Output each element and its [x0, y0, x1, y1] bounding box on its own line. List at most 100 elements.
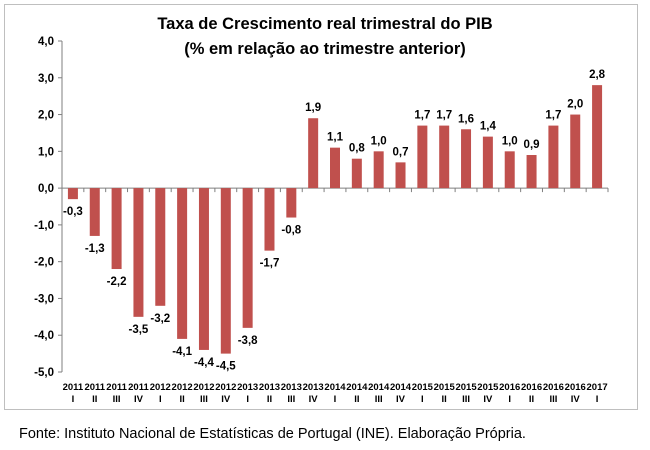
- bar: [220, 188, 231, 354]
- x-tick-label-quarter: IV: [483, 394, 493, 405]
- y-tick-label: 3,0: [38, 73, 54, 85]
- x-tick-label-year: 2011: [63, 382, 84, 393]
- x-tick-label-quarter: III: [200, 394, 208, 405]
- bar: [592, 85, 603, 189]
- bar: [89, 188, 100, 236]
- data-label: 1,7: [436, 110, 452, 122]
- x-tick-label-year: 2016: [565, 382, 586, 393]
- bar: [504, 151, 515, 189]
- bar: [308, 118, 319, 189]
- x-tick-label-quarter: I: [246, 394, 249, 405]
- x-tick-label-year: 2014: [390, 382, 412, 393]
- x-tick-label-year: 2015: [434, 382, 456, 393]
- x-tick-label-year: 2011: [128, 382, 149, 393]
- x-tick-label-quarter: IV: [571, 394, 581, 405]
- data-label: 0,9: [524, 139, 540, 151]
- x-tick-label-quarter: I: [72, 394, 75, 405]
- data-label: 1,1: [327, 132, 344, 144]
- data-label: 1,4: [480, 121, 497, 133]
- y-tick-label: -1,0: [34, 220, 54, 232]
- bar: [461, 129, 472, 189]
- x-tick-label-year: 2013: [281, 382, 302, 393]
- data-label: -3,5: [129, 324, 149, 336]
- y-tick-label: 0,0: [38, 183, 54, 195]
- x-tick-label-year: 2016: [521, 382, 542, 393]
- bar: [570, 114, 581, 189]
- x-tick-label-quarter: IV: [396, 394, 406, 405]
- x-tick-label-year: 2015: [455, 382, 477, 393]
- x-tick-label-quarter: III: [287, 394, 295, 405]
- data-label: 1,0: [502, 135, 518, 147]
- bar-chart: 4,0 3,0 2,0 1,0 0,0 -1,0 -2,0 -3,0 -4,0 -5,0 -0,3 2…: [34, 36, 609, 405]
- x-tick-label-quarter: IV: [309, 394, 319, 405]
- y-tick-label: 2,0: [38, 110, 54, 122]
- x-tick-label-quarter: III: [462, 394, 470, 405]
- source-note: Fonte: Instituto Nacional de Estatística…: [19, 426, 526, 442]
- x-tick-label-quarter: II: [529, 394, 534, 405]
- x-tick-label-year: 2012: [150, 382, 171, 393]
- bar: [351, 158, 362, 189]
- x-tick-label-year: 2012: [215, 382, 236, 393]
- x-tick-label-quarter: III: [375, 394, 383, 405]
- bar: [482, 136, 493, 189]
- x-tick-label-year: 2014: [368, 382, 390, 393]
- x-tick-label-year: 2014: [324, 382, 346, 393]
- bar: [155, 188, 166, 306]
- x-tick-label-year: 2013: [237, 382, 258, 393]
- x-tick-label-quarter: II: [92, 394, 97, 405]
- data-label: 2,0: [567, 99, 583, 111]
- x-tick-label-year: 2015: [412, 382, 434, 393]
- chart-subtitle: (% em relação ao trimestre anterior): [184, 40, 466, 58]
- bar: [526, 155, 537, 189]
- bar: [548, 125, 559, 189]
- y-tick-label: -4,0: [34, 330, 54, 342]
- bar: [286, 188, 297, 218]
- data-label: -0,8: [281, 225, 301, 237]
- x-tick-label-year: 2016: [543, 382, 564, 393]
- x-tick-label-quarter: III: [549, 394, 557, 405]
- x-tick-label-quarter: I: [596, 394, 599, 405]
- x-tick-label-quarter: I: [421, 394, 424, 405]
- data-label: -4,1: [172, 346, 192, 358]
- x-tick-label-quarter: I: [508, 394, 511, 405]
- bar: [133, 188, 144, 317]
- data-label: -0,3: [63, 206, 83, 218]
- data-label: -1,7: [260, 258, 280, 270]
- x-tick-label-year: 2015: [477, 382, 499, 393]
- y-tick-label: -5,0: [34, 367, 54, 379]
- x-tick-label-quarter: III: [113, 394, 121, 405]
- bar: [111, 188, 122, 270]
- data-label: -4,5: [216, 361, 236, 373]
- data-label: -3,8: [238, 335, 258, 347]
- data-label: -1,3: [85, 243, 105, 255]
- x-tick-label-quarter: II: [267, 394, 272, 405]
- y-tick-label: -3,0: [34, 293, 54, 305]
- x-tick-label-year: 2014: [346, 382, 368, 393]
- y-tick-label: -2,0: [34, 257, 54, 269]
- data-label: 0,8: [349, 143, 366, 155]
- x-tick-label-year: 2012: [172, 382, 193, 393]
- x-tick-label-year: 2017: [587, 382, 608, 393]
- y-tick-label: 1,0: [38, 146, 54, 158]
- data-label: 1,7: [545, 110, 561, 122]
- x-tick-label-quarter: IV: [221, 394, 231, 405]
- bar: [439, 125, 450, 189]
- x-tick-label-year: 2012: [193, 382, 214, 393]
- data-label: -4,4: [194, 357, 214, 369]
- bar: [395, 162, 406, 189]
- x-tick-label-quarter: I: [334, 394, 337, 405]
- chart-frame: [4, 4, 638, 410]
- bar: [242, 188, 253, 328]
- x-tick-label-quarter: IV: [134, 394, 144, 405]
- data-label: 0,7: [393, 146, 409, 158]
- bar: [177, 188, 188, 339]
- data-label: 2,8: [589, 69, 606, 81]
- bar: [373, 151, 384, 189]
- x-tick-label-year: 2013: [303, 382, 324, 393]
- x-tick-label-year: 2011: [84, 382, 105, 393]
- x-tick-label-quarter: II: [442, 394, 447, 405]
- bar: [198, 188, 209, 350]
- bar: [67, 188, 78, 200]
- bar: [330, 147, 340, 189]
- data-label: 1,0: [371, 135, 387, 147]
